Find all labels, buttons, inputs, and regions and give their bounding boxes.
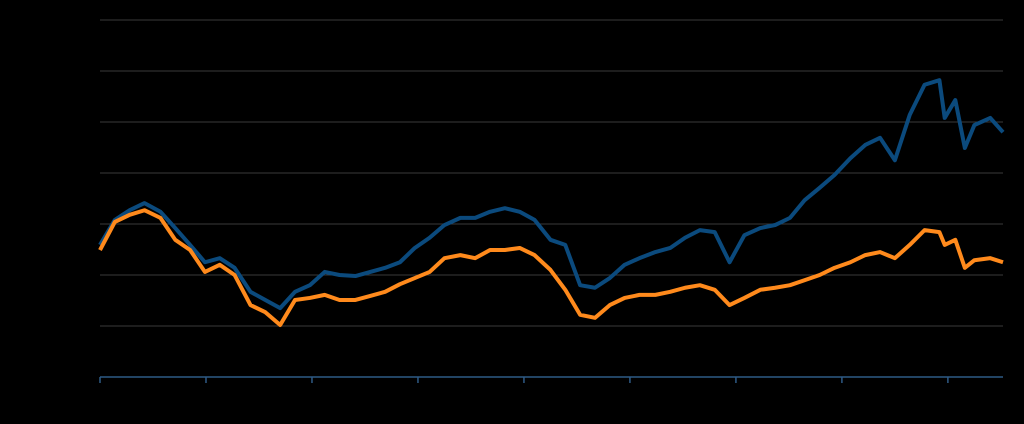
series-line bbox=[98, 78, 1005, 311]
series-line bbox=[98, 208, 1004, 327]
